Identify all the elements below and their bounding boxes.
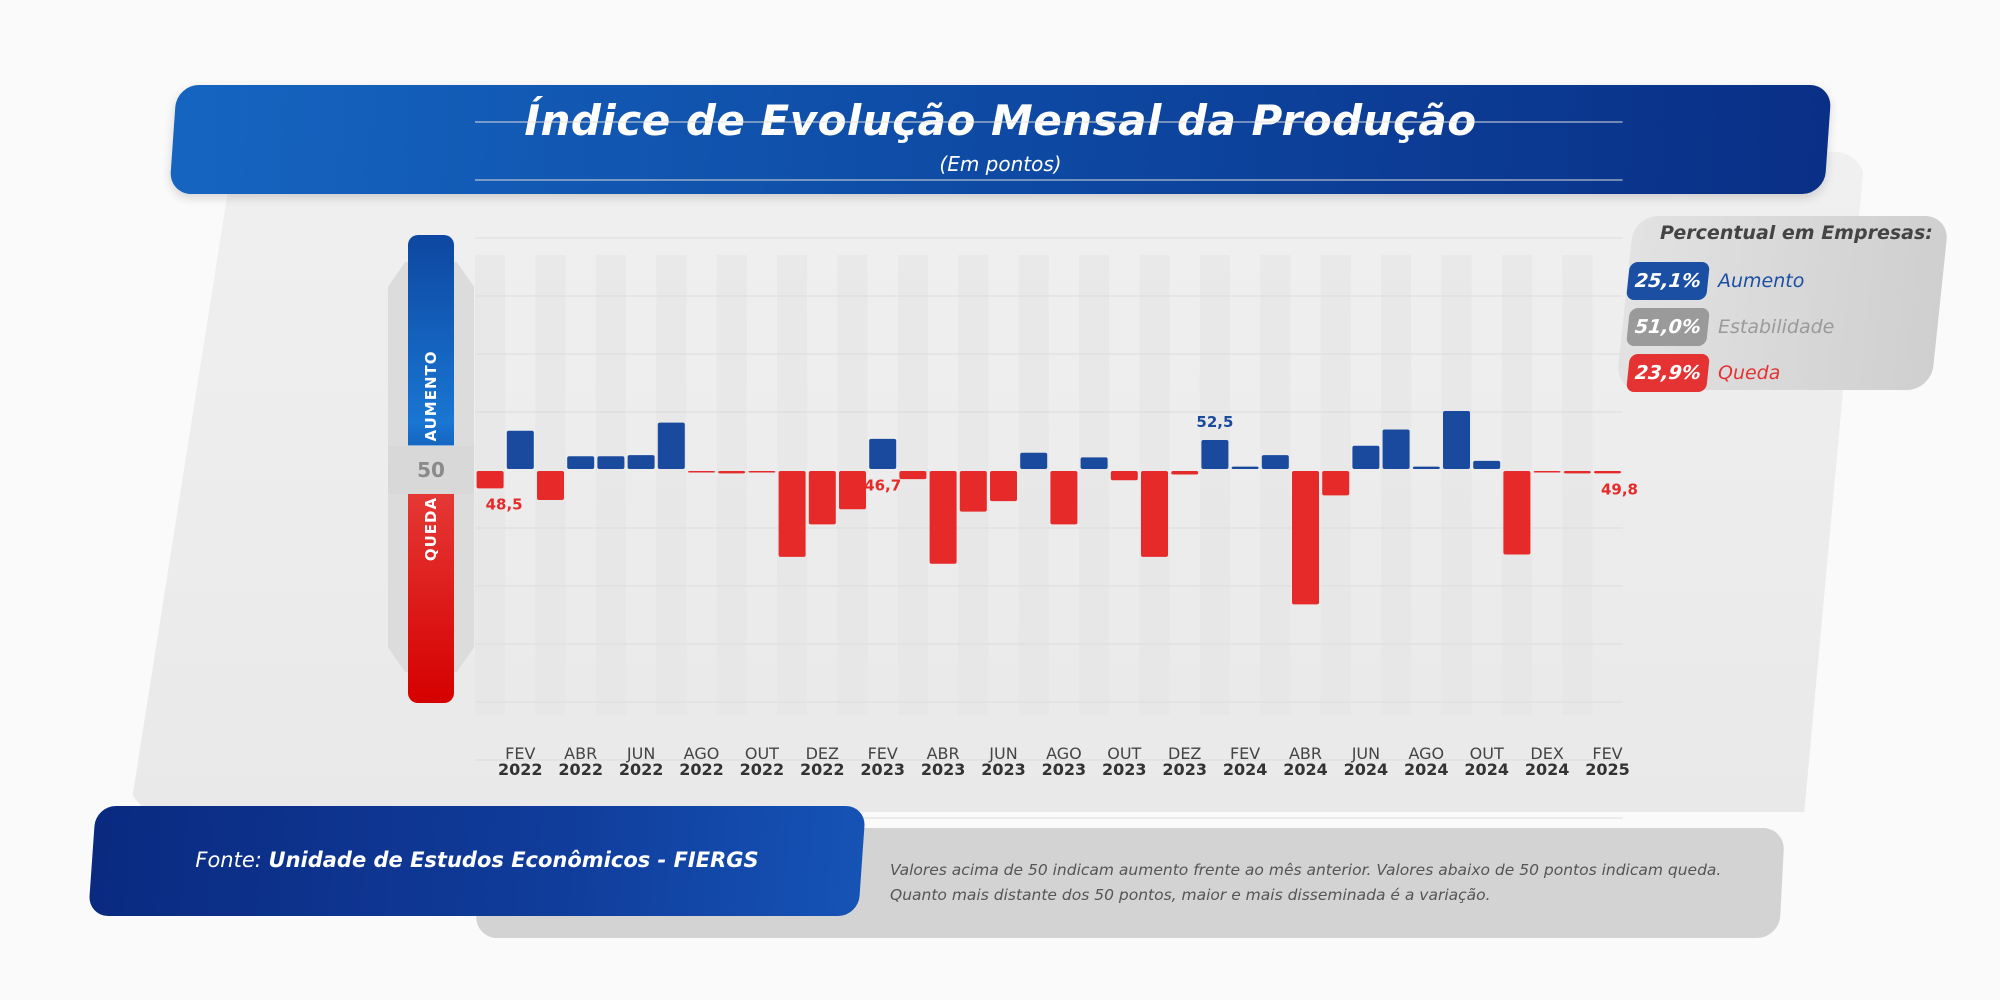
legend-title: Percentual em Empresas: (1660, 222, 1933, 244)
page-subtitle: (Em pontos) (939, 152, 1062, 176)
scale-down-label: QUEDA (422, 496, 440, 562)
legend-value-aumento: 25,1% (1626, 262, 1710, 300)
legend-label-estabilidade: Estabilidade (1718, 316, 1835, 338)
legend-label-aumento: Aumento (1718, 270, 1805, 292)
source-text: Fonte: Unidade de Estudos Econômicos - F… (92, 848, 862, 872)
scale-up-label: AUMENTO (422, 350, 440, 442)
legend-item-aumento: 25,1% Aumento (1626, 261, 1805, 301)
legend-item-queda: 23,9% Queda (1626, 353, 1781, 393)
source-prefix: Fonte: (195, 848, 269, 872)
legend-item-estabilidade: 51,0% Estabilidade (1626, 307, 1835, 347)
page-title: Índice de Evolução Mensal da Produção (524, 96, 1477, 145)
legend-value-estabilidade: 51,0% (1626, 308, 1710, 346)
legend-value-queda: 23,9% (1626, 354, 1710, 392)
footer-note: Valores acima de 50 indicam aumento fren… (890, 861, 1722, 904)
legend-label-queda: Queda (1718, 362, 1781, 384)
scale-baseline-label: 50 (388, 446, 474, 494)
source-name: Unidade de Estudos Econômicos - FIERGS (268, 848, 759, 872)
